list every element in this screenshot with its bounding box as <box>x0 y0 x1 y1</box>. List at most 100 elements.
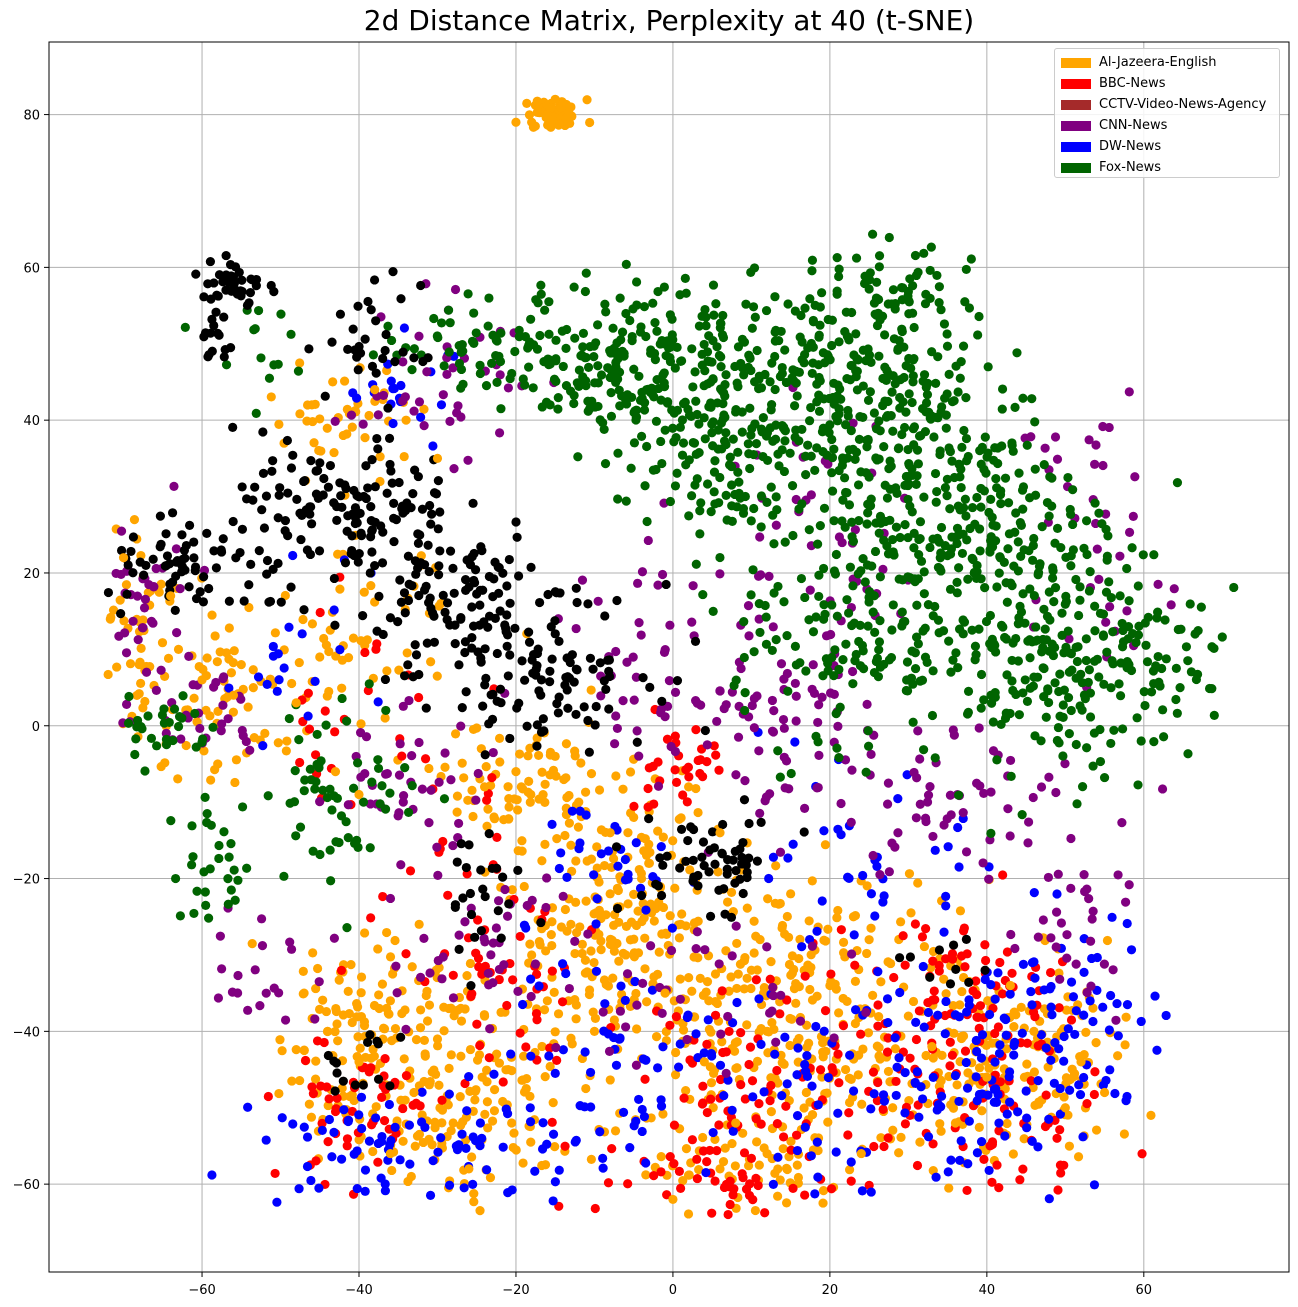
scatter-point <box>1115 551 1125 561</box>
scatter-point <box>919 589 929 599</box>
scatter-point <box>264 597 274 607</box>
scatter-point <box>604 704 614 714</box>
scatter-point <box>979 788 989 799</box>
scatter-point <box>489 1106 500 1116</box>
scatter-point <box>1013 1107 1023 1117</box>
scatter-point <box>928 1139 938 1149</box>
scatter-point <box>456 1051 466 1061</box>
scatter-point <box>1049 597 1059 607</box>
scatter-point <box>702 740 712 750</box>
scatter-point <box>352 835 362 845</box>
scatter-point <box>768 1179 778 1190</box>
scatter-point <box>810 1189 820 1199</box>
scatter-point <box>855 620 865 630</box>
scatter-point <box>922 657 932 667</box>
scatter-point <box>913 878 923 888</box>
scatter-point <box>247 939 257 949</box>
scatter-point <box>527 117 537 127</box>
scatter-point <box>1084 435 1094 445</box>
scatter-point <box>552 834 562 844</box>
scatter-point <box>332 1093 342 1103</box>
scatter-point <box>742 903 752 913</box>
scatter-point <box>611 711 621 721</box>
scatter-point <box>306 1175 316 1186</box>
scatter-point <box>946 1155 956 1165</box>
scatter-point <box>483 804 493 814</box>
scatter-point <box>900 960 910 970</box>
scatter-point <box>1113 1051 1123 1061</box>
scatter-point <box>343 800 353 810</box>
scatter-point <box>697 349 707 359</box>
scatter-point <box>380 674 391 685</box>
scatter-point <box>804 525 814 535</box>
scatter-point <box>908 679 918 689</box>
scatter-point <box>813 717 823 728</box>
scatter-point <box>958 808 968 818</box>
scatter-point <box>849 930 859 940</box>
scatter-point <box>188 852 198 862</box>
scatter-point <box>426 657 436 667</box>
scatter-point <box>415 1023 426 1033</box>
scatter-point <box>775 1175 785 1185</box>
scatter-point <box>683 1209 694 1219</box>
scatter-point <box>1104 1025 1114 1035</box>
scatter-point <box>417 504 428 514</box>
scatter-point <box>495 606 505 616</box>
scatter-point <box>780 929 790 939</box>
scatter-point <box>1183 749 1193 759</box>
scatter-point <box>419 421 429 431</box>
scatter-point <box>342 526 352 536</box>
scatter-point <box>1209 710 1219 720</box>
scatter-point <box>1158 705 1168 715</box>
scatter-point <box>775 847 786 857</box>
scatter-point <box>295 1075 305 1086</box>
scatter-point <box>756 1119 766 1129</box>
scatter-point <box>550 616 560 626</box>
scatter-point <box>1062 930 1072 940</box>
scatter-point <box>834 271 844 282</box>
scatter-point <box>928 666 938 676</box>
scatter-point <box>668 1194 678 1205</box>
scatter-point <box>721 946 731 956</box>
scatter-point <box>184 651 194 661</box>
scatter-point <box>1071 673 1081 683</box>
scatter-point <box>1114 679 1124 689</box>
scatter-point <box>1066 883 1076 893</box>
scatter-point <box>518 1158 528 1168</box>
scatter-point <box>681 288 691 298</box>
scatter-point <box>589 870 599 880</box>
scatter-point <box>571 709 581 720</box>
scatter-point <box>904 869 915 879</box>
scatter-point <box>648 298 658 308</box>
scatter-point <box>554 863 564 874</box>
scatter-point <box>1169 584 1179 594</box>
scatter-point <box>503 671 513 681</box>
scatter-point <box>843 872 853 882</box>
scatter-point <box>833 905 843 916</box>
scatter-point <box>829 689 839 700</box>
scatter-point <box>445 318 455 328</box>
scatter-point <box>315 414 325 424</box>
scatter-point <box>633 578 643 588</box>
scatter-point <box>244 298 254 308</box>
scatter-point <box>228 690 239 700</box>
scatter-point <box>1105 602 1115 612</box>
scatter-point <box>834 337 844 347</box>
scatter-point <box>637 1126 647 1137</box>
scatter-point <box>727 1105 737 1115</box>
scatter-point <box>1033 1142 1043 1152</box>
scatter-point <box>648 465 658 475</box>
scatter-point <box>460 575 471 585</box>
scatter-point <box>599 424 609 435</box>
scatter-point <box>398 791 409 801</box>
scatter-point <box>662 1190 672 1200</box>
scatter-point <box>701 321 711 331</box>
scatter-point <box>487 773 497 783</box>
scatter-point <box>404 695 414 706</box>
scatter-point <box>541 946 551 956</box>
scatter-point <box>850 525 860 535</box>
scatter-point <box>505 598 515 608</box>
scatter-point <box>408 488 418 499</box>
scatter-point <box>765 1096 775 1106</box>
scatter-point <box>753 571 764 581</box>
